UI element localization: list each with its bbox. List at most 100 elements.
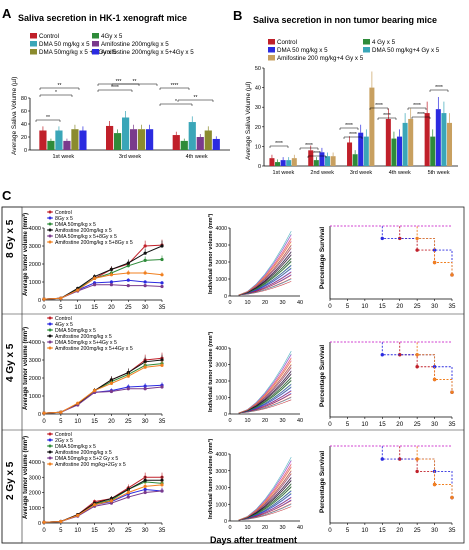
- chart-c-4gy-ind-individual-line: [238, 366, 292, 414]
- chart-c-4gy-point: [160, 358, 164, 362]
- chart-c-2gy-series-line: [43, 476, 162, 523]
- chart-b-legend-label: Amifostine 200 mg/kg+4 Gy x 5: [277, 55, 364, 62]
- chart-c-8gy-surv-xtick-label: 35: [449, 303, 456, 310]
- chart-c-2gy-xtick-label: 0: [42, 528, 46, 534]
- chart-c-2gy-surv-survival-point: [415, 457, 419, 461]
- chart-c-2gy-surv-xtick-label: 5: [346, 527, 350, 534]
- chart-c-2gy-ind-xtick-label: 20: [262, 525, 268, 531]
- chart-c-2gy-surv-xtick-label: 0: [328, 527, 332, 534]
- row-label-8gy: 8 Gy x 5: [5, 219, 16, 258]
- chart-a-sig-bracket: [97, 89, 133, 92]
- chart-c-8gy-xtick-label: 15: [91, 305, 98, 311]
- chart-a-legend-label: Amifostine 200mg/kg x 5+4Gy x 5: [101, 49, 194, 56]
- chart-a-bar: [106, 125, 114, 150]
- chart-c-2gy-ind-xtick-label: 10: [244, 525, 250, 531]
- chart-c-4gy-surv-xtick-label: 35: [449, 421, 456, 428]
- chart-c-4gy-ind-xtick-label: 30: [279, 418, 285, 424]
- chart-a-sig-label: **: [58, 83, 62, 89]
- chart-c-2gy-surv-xtick-label: 35: [449, 527, 456, 534]
- chart-c-4gy-ytick-label: 3000: [29, 358, 41, 364]
- chart-a-sig-bracket: [159, 87, 190, 90]
- chart-b-bar: [430, 136, 436, 166]
- chart-c-4gy-ytick-label: 1000: [29, 394, 41, 400]
- chart-c-4gy-legend-label: Control: [55, 316, 72, 322]
- chart-c-2gy-legend-label: 2Gy x 5: [55, 438, 73, 444]
- chart-a-category-label: 1st week: [52, 154, 74, 160]
- chart-c-4gy-surv-xtick-label: 20: [396, 421, 403, 428]
- chart-a-legend-swatch: [92, 41, 99, 47]
- chart-c-2gy-surv-xtick-label: 30: [431, 527, 438, 534]
- chart-c-4gy-point: [143, 387, 147, 391]
- chart-c-4gy-legend-marker: [48, 340, 52, 344]
- chart-b-sig-label: ****: [375, 103, 383, 109]
- chart-a-sig-bracket: [111, 83, 158, 86]
- chart-c-2gy-ind-xtick-label: 30: [279, 525, 285, 531]
- row-label-2gy: 2 Gy x 5: [5, 461, 16, 500]
- chart-b-legend-label: Control: [277, 39, 297, 46]
- chart-a-legend-swatch: [92, 49, 99, 55]
- chart-c-4gy-ind-xtick-label: 0: [228, 418, 231, 424]
- chart-a-legend-swatch: [92, 33, 99, 39]
- chart-c-8gy-surv-xtick-label: 10: [361, 303, 368, 310]
- chart-c-2gy-ind-xtick-label: 0: [228, 525, 231, 531]
- chart-b-sig-label: ****: [383, 113, 391, 119]
- chart-c-4gy-xtick-label: 10: [74, 419, 81, 425]
- chart-c-2gy-point: [160, 478, 164, 482]
- chart-c-2gy-xtick-label: 10: [74, 528, 81, 534]
- chart-c-4gy-surv-xtick-label: 0: [328, 421, 332, 428]
- chart-b-ytick-label: 40: [255, 86, 261, 92]
- chart-c-4gy-legend-label: 4Gy x 5: [55, 322, 73, 328]
- chart-c-8gy-legend-marker: [48, 234, 52, 238]
- chart-c-2gy-legend-marker: [48, 462, 52, 466]
- chart-b-category-label: 4th week: [389, 170, 411, 176]
- chart-b-sig-bracket: [407, 107, 427, 110]
- chart-b-category-label: 2nd week: [310, 170, 334, 176]
- chart-c-8gy-point: [92, 283, 97, 287]
- chart-c-2gy-series-line: [43, 481, 163, 523]
- chart-b-legend-swatch: [268, 55, 275, 61]
- chart-c-2gy-legend-marker: [48, 438, 52, 442]
- chart-b-bar: [435, 109, 441, 166]
- chart-b-sig-label: ****: [417, 112, 425, 118]
- chart-b-bar: [397, 136, 403, 166]
- chart-c-8gy-point: [59, 296, 63, 300]
- chart-b-bar: [369, 87, 375, 166]
- chart-c-8gy-xtick-label: 30: [142, 305, 149, 311]
- chart-a-sig-label: *: [175, 99, 177, 105]
- chart-c-4gy-ytick-label: 2000: [29, 376, 41, 382]
- chart-a-ytick-label: 80: [21, 96, 27, 102]
- chart-c-4gy-xtick-label: 20: [108, 419, 115, 425]
- chart-c-4gy-ind-ytick-label: 4000: [215, 346, 227, 352]
- chart-c-2gy-legend-label: Control: [55, 432, 72, 438]
- chart-a-legend-swatch: [30, 33, 37, 39]
- chart-c-4gy-legend-marker: [48, 316, 52, 320]
- chart-c-2gy-ytick-label: 1000: [29, 506, 41, 512]
- chart-b-sig-bracket: [369, 107, 389, 110]
- chart-c-4gy-ind-individual-line: [238, 384, 292, 414]
- chart-a-bar: [204, 130, 212, 150]
- chart-c-2gy-point: [126, 490, 130, 495]
- chart-a-ylabel: Average Saliva Volume (µl): [11, 77, 18, 155]
- chart-c-8gy-xtick-label: 5: [59, 305, 63, 311]
- chart-c-8gy-surv-xtick-label: 0: [328, 303, 332, 310]
- chart-c-8gy-legend-marker: [48, 216, 52, 220]
- chart-c-2gy-ytick-label: 3000: [29, 475, 41, 481]
- chart-c-4gy-point: [109, 378, 114, 382]
- chart-c-8gy-ind-individual-line: [238, 247, 292, 296]
- chart-b-bar: [275, 162, 281, 166]
- chart-c-2gy-surv-xtick-label: 10: [361, 527, 368, 534]
- chart-c-2gy-surv-survival-point: [380, 457, 384, 461]
- chart-c-8gy-surv-xtick-label: 20: [396, 303, 403, 310]
- chart-a-bar: [47, 140, 55, 150]
- chart-c-8gy-point: [126, 261, 130, 265]
- chart-c-4gy-legend-marker: [48, 328, 52, 332]
- chart-b-category-label: 1st week: [273, 170, 295, 176]
- chart-c-4gy-ind-xtick-label: 20: [262, 418, 268, 424]
- chart-c-8gy-surv-xtick-label: 30: [431, 303, 438, 310]
- chart-a-title: Saliva secretion in HK-1 xenograft mice: [18, 13, 187, 23]
- chart-b-bar: [308, 150, 314, 166]
- chart-c-2gy-xtick-label: 25: [125, 528, 132, 534]
- chart-c-8gy-ind-ylabel: Individual tumor volume (mm³): [207, 213, 214, 294]
- chart-c-4gy-ind-individual-line: [238, 390, 292, 414]
- chart-c-8gy-ind-ytick-label: 3000: [215, 243, 227, 249]
